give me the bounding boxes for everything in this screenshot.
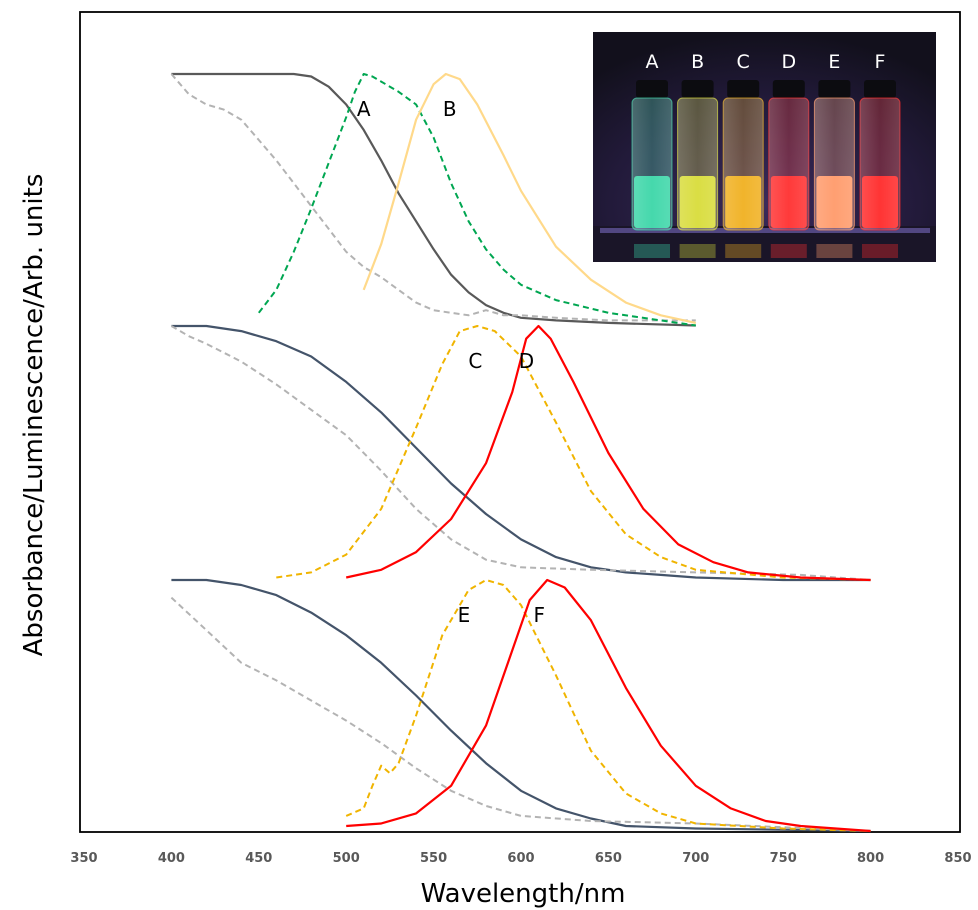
spectra-curves <box>170 72 871 833</box>
vial-b: B <box>677 51 719 258</box>
x-tick-600: 600 <box>507 851 534 866</box>
vial-c: C <box>722 51 764 258</box>
x-tick-550: 550 <box>420 851 447 866</box>
series-middle-d <box>345 324 871 582</box>
x-tick-650: 650 <box>595 851 622 866</box>
vial-shine <box>632 98 672 230</box>
vial-cap <box>864 80 896 98</box>
inset-rack-edge <box>600 228 930 233</box>
series-bottom-absorbance-dashed <box>170 596 871 832</box>
x-tick-450: 450 <box>245 851 272 866</box>
vial-reflection <box>679 244 716 258</box>
vial-label-e: E <box>828 51 840 73</box>
curve-label-a: A <box>357 97 371 121</box>
curve-label-f: F <box>533 603 545 627</box>
x-tick-800: 800 <box>857 851 884 866</box>
x-tick-700: 700 <box>682 851 709 866</box>
vial-cap <box>727 80 760 98</box>
curve-label-b: B <box>443 97 457 121</box>
x-tick-750: 750 <box>770 851 797 866</box>
vial-label-a: A <box>646 51 659 73</box>
vial-f: F <box>859 51 901 258</box>
vial-shine <box>723 98 764 230</box>
vial-reflection <box>725 244 762 258</box>
vial-label-f: F <box>875 51 886 73</box>
vial-label-c: C <box>737 51 750 73</box>
vial-cap <box>681 80 714 98</box>
vial-e: E <box>813 51 855 258</box>
x-tick-350: 350 <box>70 851 97 866</box>
vial-reflection <box>816 244 853 258</box>
vial-reflection <box>634 244 670 258</box>
vial-label-d: D <box>781 51 796 73</box>
series-bottom-e <box>345 579 871 832</box>
vial-reflection <box>770 244 807 258</box>
vial-shine <box>860 98 900 230</box>
x-tick-500: 500 <box>333 851 360 866</box>
vial-shine <box>768 98 809 230</box>
series-top-a <box>258 73 696 327</box>
curve-label-c: C <box>468 349 482 373</box>
series-top-b <box>362 72 697 324</box>
series-middle-absorbance-dashed <box>170 325 871 581</box>
series-bottom-f <box>346 578 871 833</box>
vial-reflection <box>862 244 898 258</box>
vial-shine <box>677 98 718 230</box>
x-tick-400: 400 <box>158 851 185 866</box>
series-top-absorbance-solid <box>171 72 696 327</box>
curve-labels: A B C D E F <box>357 97 545 627</box>
vial-shine <box>814 98 855 230</box>
vial-d: D <box>768 51 810 258</box>
series-middle-absorbance-solid <box>171 324 871 582</box>
x-tick-850: 850 <box>944 851 971 866</box>
series-bottom-absorbance-solid <box>171 578 871 833</box>
x-axis-title: Wavelength/nm <box>421 879 626 909</box>
vial-cap <box>818 80 851 98</box>
curve-label-e: E <box>458 603 471 627</box>
vial-cap <box>772 80 805 98</box>
curve-label-d: D <box>519 349 534 373</box>
series-middle-c <box>276 325 871 581</box>
y-axis-title: Absorbance/Luminescence/Arb. units <box>19 174 49 657</box>
vial-label-b: B <box>691 51 704 73</box>
x-tick-labels: 350 400 450 500 550 600 650 700 750 800 850 <box>70 851 971 866</box>
vial-cap <box>636 80 668 98</box>
vial-a: A <box>631 51 673 258</box>
vials-photo: A B C D E F <box>593 32 936 262</box>
series-top-absorbance-dashed <box>170 73 696 322</box>
